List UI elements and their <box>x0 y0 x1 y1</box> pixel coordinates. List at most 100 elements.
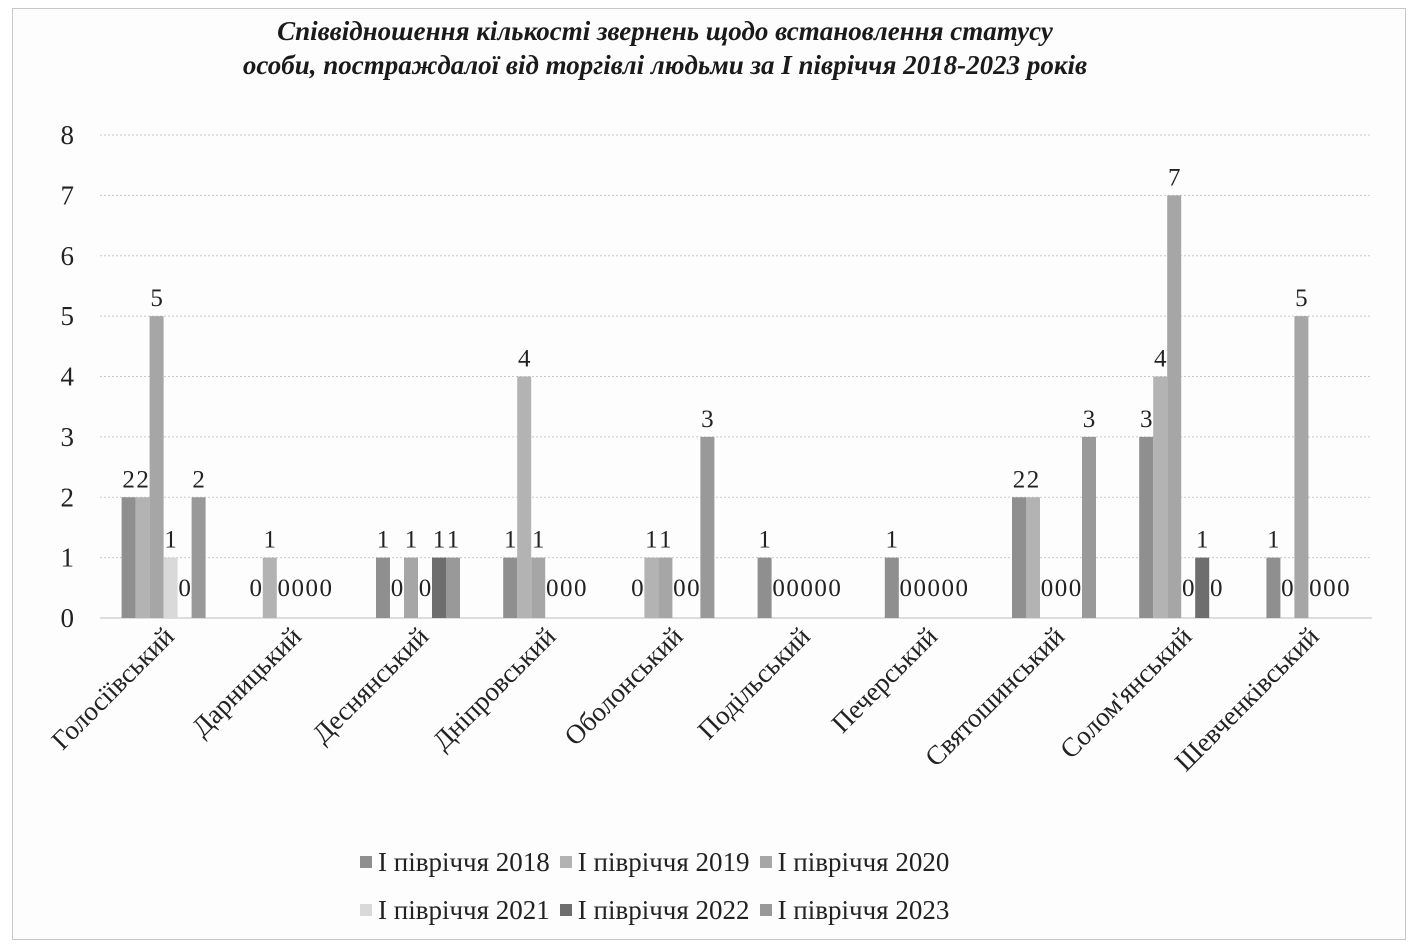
bar <box>135 497 150 618</box>
data-label: 5 <box>150 285 163 312</box>
data-label: 0 <box>1041 575 1054 602</box>
bars <box>121 195 1309 618</box>
data-label: 1 <box>405 527 418 554</box>
bar <box>432 557 446 618</box>
data-label: 1 <box>532 527 545 554</box>
legend-label: І півріччя 2023 <box>777 895 950 925</box>
data-label: 0 <box>546 575 559 602</box>
legend-item: І півріччя 2021 <box>360 886 550 934</box>
y-tick-label: 3 <box>61 422 75 452</box>
category-label: Подільський <box>692 621 816 745</box>
y-tick-label: 1 <box>61 543 75 573</box>
data-label: 0 <box>956 575 969 602</box>
legend-swatch <box>559 904 572 916</box>
legend-swatch <box>559 856 572 868</box>
data-label: 0 <box>320 575 333 602</box>
bar <box>531 557 546 618</box>
x-axis-categories: Голосіївський Дарницький ДеснянськийДніпро… <box>46 621 1325 777</box>
data-label: 0 <box>631 575 644 602</box>
chart-title: Співвідношення кількості звернень щодо в… <box>0 14 1330 82</box>
bar <box>1195 557 1210 618</box>
bar <box>1026 497 1040 618</box>
data-label: 1 <box>504 527 517 554</box>
data-label: 1 <box>447 527 460 554</box>
data-label: 1 <box>164 527 177 554</box>
legend-swatch <box>360 856 372 868</box>
bar <box>658 557 673 618</box>
bar <box>700 436 715 618</box>
chart-title-line-2: особи, постраждалої від торгівлі людьми … <box>242 50 1088 80</box>
y-tick-label: 7 <box>61 180 75 210</box>
y-axis-ticks: 0 1 2 3 4 5 6 7 8 <box>61 120 75 633</box>
data-label: 0 <box>292 575 305 602</box>
data-label: 0 <box>942 575 955 602</box>
data-label: 0 <box>786 575 799 602</box>
category-label: Печерський <box>826 621 944 739</box>
bar <box>1266 557 1281 618</box>
legend-item: І півріччя 2019 <box>559 838 750 886</box>
data-label: 1 <box>645 527 658 554</box>
data-label: 1 <box>886 527 899 554</box>
legend-item: І півріччя 2018 <box>360 838 550 886</box>
data-label: 0 <box>900 575 913 602</box>
data-label: 3 <box>1140 406 1153 433</box>
data-label: 0 <box>178 575 191 602</box>
category-label: Дніпровський <box>427 621 562 756</box>
bar <box>1082 436 1096 618</box>
y-tick-label: 5 <box>61 301 75 331</box>
data-label: 0 <box>1337 575 1350 602</box>
data-label: 2 <box>192 466 205 493</box>
data-label: 0 <box>419 575 432 602</box>
data-label: 0 <box>391 575 404 602</box>
bar <box>446 557 460 618</box>
data-label: 4 <box>1154 346 1167 373</box>
category-label: Солом'янський <box>1054 621 1197 764</box>
category-label: Святошинський <box>919 621 1070 772</box>
data-label: 7 <box>1168 164 1181 191</box>
data-label: 0 <box>250 575 263 602</box>
data-label: 0 <box>306 575 319 602</box>
bar <box>1153 376 1168 618</box>
y-tick-label: 2 <box>61 482 75 512</box>
bar <box>149 316 164 618</box>
y-tick-label: 8 <box>61 120 75 150</box>
chart-title-line-1: Співвідношення кількості звернень щодо в… <box>277 16 1053 46</box>
legend-label: І півріччя 2021 <box>378 895 550 925</box>
legend-item: І півріччя 2020 <box>759 838 950 886</box>
data-label: 0 <box>673 575 686 602</box>
category-label: Оболонський <box>558 621 688 751</box>
data-label: 0 <box>687 575 700 602</box>
legend-row-2: І півріччя 2021 І півріччя 2022 І півріч… <box>360 886 1080 934</box>
category-label: Голосіївський <box>46 621 180 755</box>
bar <box>517 376 532 618</box>
data-label: 1 <box>1267 527 1280 554</box>
bar <box>884 557 899 618</box>
bar <box>404 557 418 618</box>
legend-label: І півріччя 2022 <box>577 895 750 925</box>
legend-label: І півріччя 2020 <box>777 847 950 877</box>
data-label: 0 <box>800 575 813 602</box>
bar <box>644 557 659 618</box>
data-label: 0 <box>1281 575 1294 602</box>
data-label: 0 <box>772 575 785 602</box>
category-label: Дарницький <box>186 621 307 742</box>
y-tick-label: 4 <box>61 362 75 392</box>
bar <box>262 557 277 618</box>
data-label: 2 <box>1027 466 1040 493</box>
data-label: 0 <box>1055 575 1068 602</box>
bar <box>503 557 518 618</box>
data-label: 1 <box>758 527 771 554</box>
data-label: 1 <box>1196 527 1209 554</box>
data-label: 1 <box>377 527 390 554</box>
category-label: Деснянський <box>306 621 434 749</box>
data-label: 0 <box>1323 575 1336 602</box>
data-label: 0 <box>828 575 841 602</box>
legend: І півріччя 2018 І півріччя 2019 І півріч… <box>360 838 1080 934</box>
y-tick-label: 0 <box>61 603 75 633</box>
bar <box>121 497 136 618</box>
legend-swatch <box>360 904 372 916</box>
data-label: 0 <box>1309 575 1322 602</box>
legend-swatch <box>759 904 772 916</box>
